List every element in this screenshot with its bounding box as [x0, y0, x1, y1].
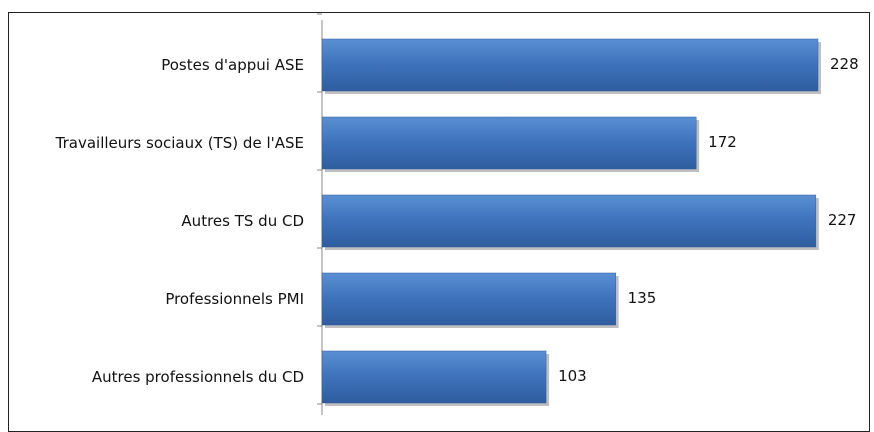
value-label: 227 [827, 211, 857, 229]
bar [321, 116, 697, 170]
category-label: Professionnels PMI [165, 290, 304, 308]
category-label: Autres TS du CD [181, 212, 304, 230]
category-label: Postes d'appui ASE [161, 56, 304, 74]
category-label: Travailleurs sociaux (TS) de l'ASE [55, 134, 304, 152]
plot [317, 13, 821, 415]
bar [321, 194, 817, 248]
category-label: Autres professionnels du CD [91, 368, 304, 386]
value-label: 135 [627, 289, 657, 307]
bar [321, 38, 819, 92]
value-label: 103 [558, 367, 587, 385]
value-label: 228 [830, 55, 859, 73]
bar [321, 350, 547, 404]
bar [321, 272, 616, 326]
chart: Postes d'appui ASE 228 Travailleurs sociau… [8, 12, 870, 432]
value-label: 172 [708, 133, 737, 151]
